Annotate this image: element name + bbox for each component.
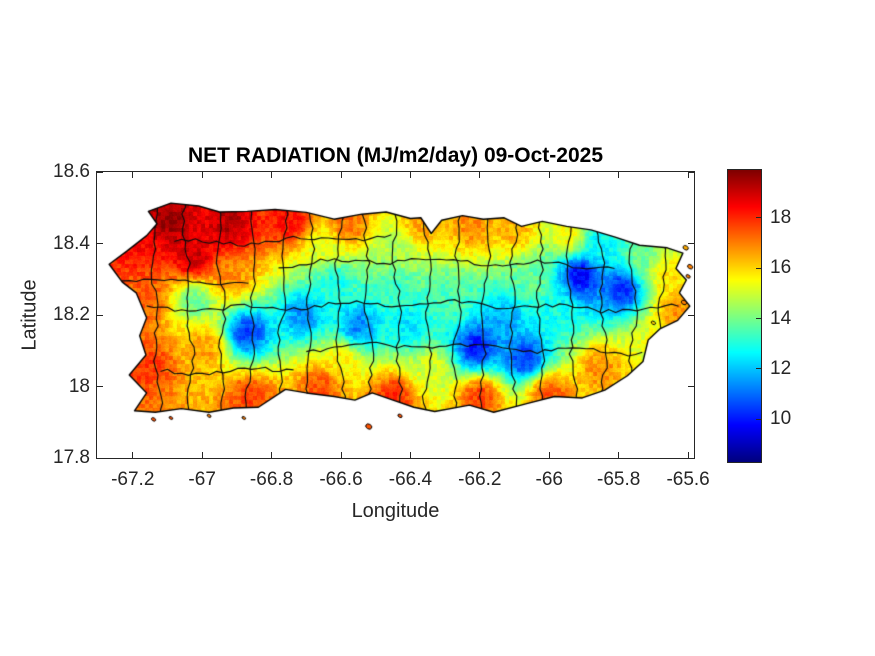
- colorbar-tick-mark: [756, 217, 761, 219]
- colorbar-tick-mark: [756, 368, 761, 370]
- y-tick-label: 18.4: [53, 232, 90, 254]
- y-tick-mark: [97, 243, 103, 244]
- x-tick-mark: [271, 452, 273, 458]
- x-tick-label: -67: [188, 469, 216, 490]
- x-tick-mark: [479, 452, 481, 458]
- colorbar-gradient-canvas: [728, 170, 761, 462]
- colorbar: [727, 169, 762, 463]
- colorbar-tick-label: 14: [770, 307, 792, 329]
- y-tick-label: 17.8: [53, 447, 90, 468]
- x-tick-label: -66: [535, 469, 563, 490]
- x-tick-label: -67.2: [111, 469, 155, 490]
- x-tick-mark: [409, 452, 411, 458]
- x-tick-mark-top: [618, 172, 620, 178]
- x-tick-label: -66.2: [458, 469, 502, 490]
- x-tick-label: -66.8: [249, 469, 294, 490]
- y-tick-mark: [97, 386, 103, 387]
- colorbar-tick-label: 12: [770, 357, 792, 379]
- x-tick-mark-top: [687, 172, 689, 178]
- x-tick-mark-top: [271, 172, 273, 178]
- colorbar-tick-mark: [756, 318, 761, 320]
- y-tick-mark-right: [688, 314, 694, 316]
- chart-title: NET RADIATION (MJ/m2/day) 09-Oct-2025: [187, 144, 604, 167]
- x-tick-mark: [201, 452, 203, 458]
- y-tick-mark-right: [688, 386, 694, 387]
- x-tick-label: -66.4: [388, 469, 433, 490]
- x-tick-mark-top: [201, 172, 203, 178]
- colorbar-tick-mark: [756, 418, 761, 420]
- x-tick-label: -65.8: [597, 469, 641, 490]
- colorbar-tick-label: 18: [770, 206, 792, 228]
- x-tick-mark-top: [340, 172, 342, 178]
- y-tick-label: 18: [68, 375, 90, 397]
- plot-area: [96, 171, 695, 459]
- x-tick-mark: [618, 452, 620, 458]
- x-axis-label: Longitude: [351, 500, 440, 522]
- y-tick-mark-right: [688, 457, 694, 459]
- puerto-rico-heatmap-canvas: [97, 172, 694, 458]
- y-tick-label: 18.2: [53, 304, 90, 325]
- x-tick-mark-top: [132, 172, 134, 178]
- y-tick-label: 18.6: [53, 161, 90, 182]
- x-tick-mark: [548, 452, 550, 458]
- x-tick-label: -65.6: [666, 469, 710, 490]
- colorbar-tick-mark: [756, 267, 761, 269]
- x-tick-mark-top: [548, 172, 550, 178]
- y-tick-mark: [97, 457, 103, 459]
- y-tick-mark-right: [688, 243, 694, 244]
- x-tick-mark: [687, 452, 689, 458]
- x-tick-mark-top: [479, 172, 481, 178]
- x-tick-mark-top: [409, 172, 411, 178]
- x-tick-label: -66.6: [319, 469, 363, 490]
- colorbar-tick-label: 10: [770, 408, 792, 430]
- x-tick-mark: [340, 452, 342, 458]
- y-tick-mark: [97, 314, 103, 316]
- colorbar-tick-label: 16: [770, 257, 792, 279]
- y-tick-mark: [97, 171, 103, 173]
- x-tick-mark: [132, 452, 134, 458]
- y-tick-mark-right: [688, 171, 694, 173]
